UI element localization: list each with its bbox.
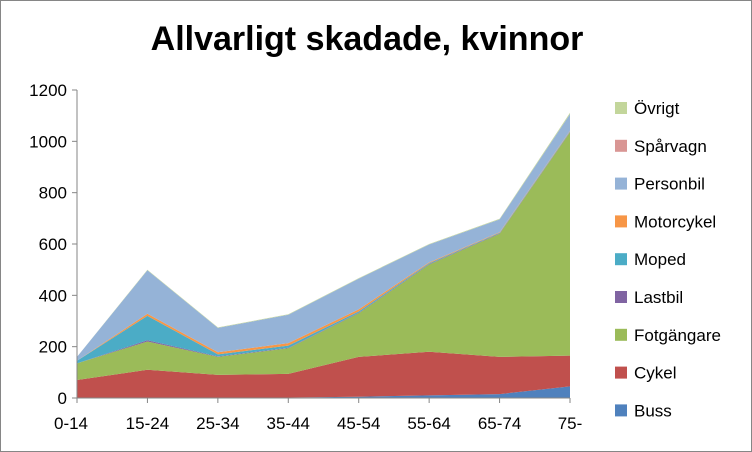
area-buss [77,386,570,398]
legend-swatch-moped [615,253,627,266]
x-tick-label: 75- [558,414,583,433]
x-tick-label: 0-14 [54,414,88,433]
legend-swatch-fotgangare [615,328,627,341]
x-tick-label: 45-54 [337,414,380,433]
legend-label-fotgangare: Fotgängare [634,326,721,345]
legend-swatch-personbil [615,177,627,190]
legend: Övrigt Spårvagn Personbil Motorcykel Moped La… [615,99,721,420]
x-tick-label: 35-44 [267,414,310,433]
area-series-group [77,112,570,398]
y-tick-label: 1200 [29,81,67,100]
legend-label-moped: Moped [634,250,686,269]
area-fotgangare [77,132,570,380]
legend-swatch-buss [615,404,627,417]
y-tick-label: 400 [39,286,67,305]
legend-swatch-cykel [615,366,627,379]
legend-label-personbil: Personbil [634,175,705,194]
x-tick-label: 25-34 [196,414,239,433]
axes-group: 0 200 400 600 800 1000 1200 0-14 15-24 25-34 35-44… [29,81,582,433]
y-tick-label: 600 [39,235,67,254]
y-tick-label: 200 [39,338,67,357]
legend-label-motorcykel: Motorcykel [634,212,716,231]
legend-swatch-lastbil [615,291,627,303]
area-personbil [77,114,570,361]
legend-swatch-motorcykel [615,215,627,228]
y-tick-label: 0 [58,389,67,408]
y-tick-label: 800 [39,184,67,203]
legend-label-buss: Buss [634,401,672,420]
legend-label-sparvagn: Spårvagn [634,137,707,156]
x-tick-label: 55-64 [407,414,450,433]
x-tick-label: 65-74 [478,414,521,433]
chart-title: Allvarligt skadade, kvinnor [150,20,584,58]
legend-swatch-ovrigt [615,102,627,114]
legend-swatch-sparvagn [615,139,627,152]
area-cykel [77,351,570,398]
legend-label-lastbil: Lastbil [634,288,683,307]
y-tick-label: 1000 [29,132,67,151]
legend-label-ovrigt: Övrigt [634,99,680,118]
x-tick-label: 15-24 [126,414,169,433]
area-moped [77,131,570,364]
legend-label-cykel: Cykel [634,364,677,383]
